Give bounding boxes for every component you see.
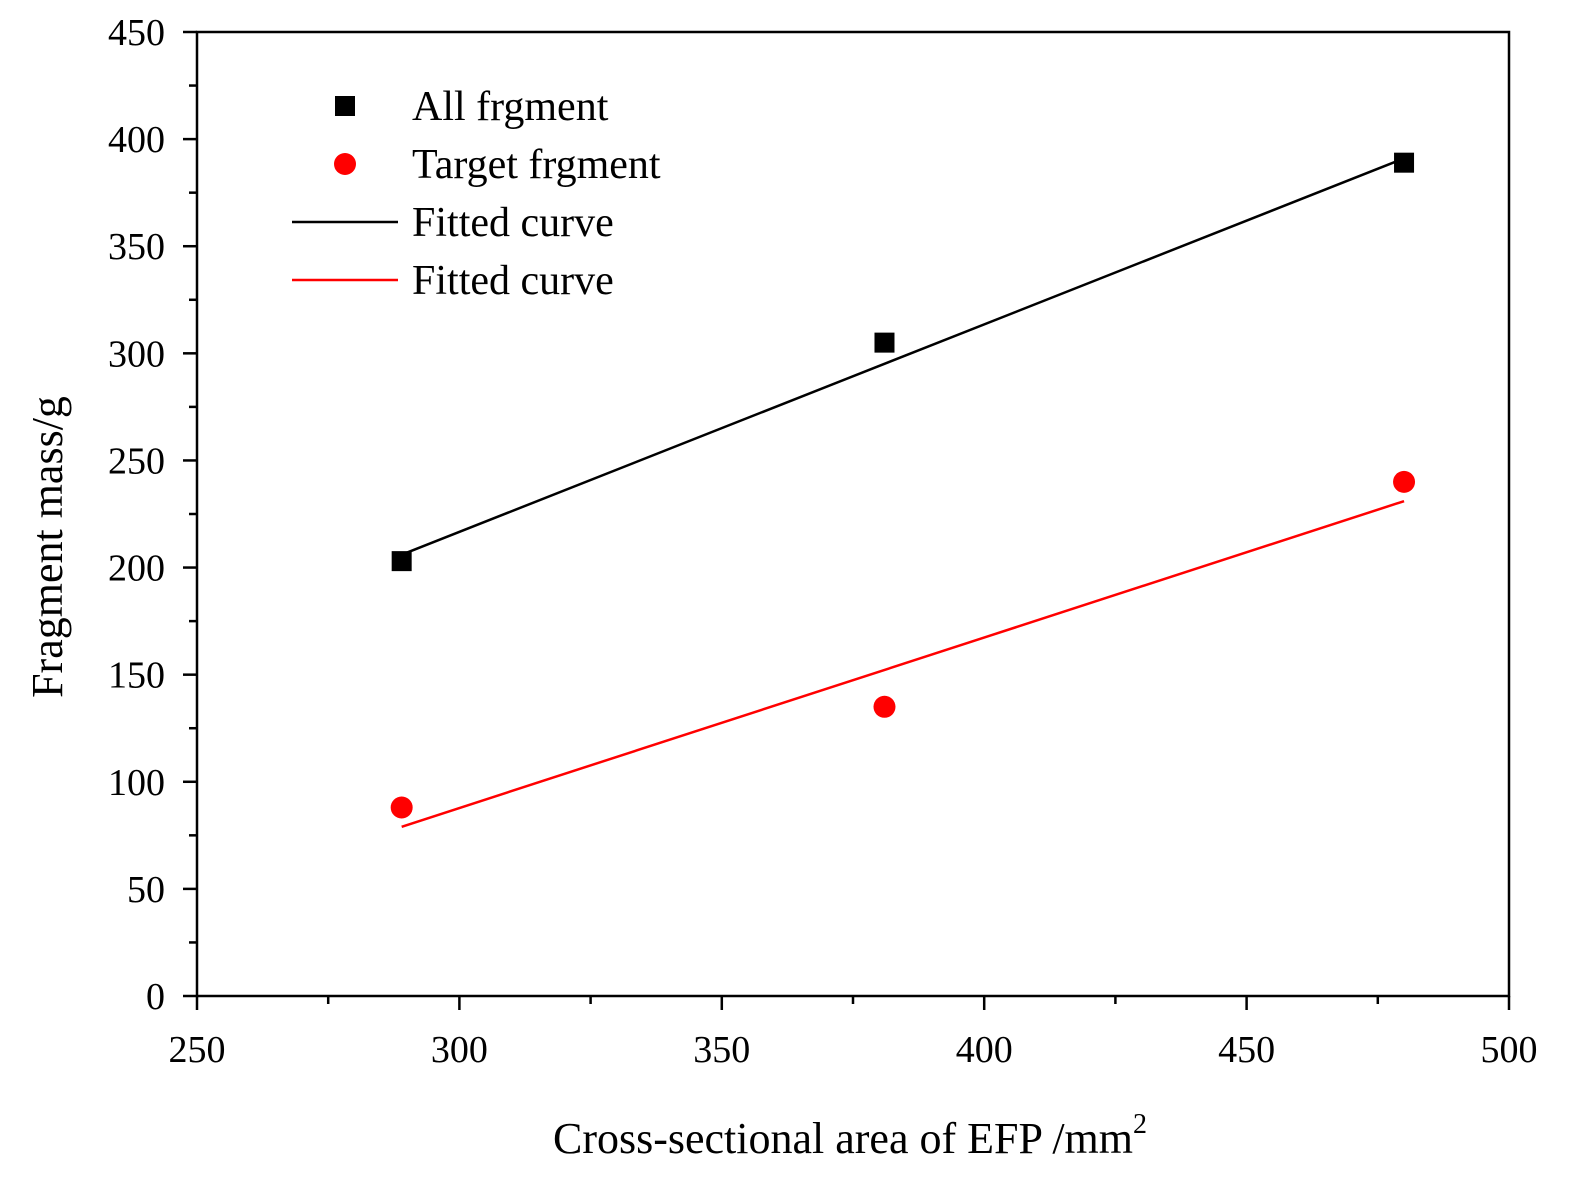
x-tick-label: 500: [1481, 1029, 1538, 1071]
y-tick-label: 150: [108, 655, 165, 697]
plot-frame: [195, 30, 1511, 998]
y-tick-label: 0: [146, 976, 165, 1018]
x-tick-label: 300: [431, 1029, 488, 1071]
x-tick-label: 350: [693, 1029, 750, 1071]
legend-marker-all-frgment: [335, 96, 355, 116]
y-axis-ticks: 0 50 100 150 200 250 300 350 400 450: [108, 12, 197, 1018]
target-frgment-point: [390, 796, 413, 819]
y-axis-title: Fragment mass/g: [23, 396, 72, 698]
y-tick-label: 350: [108, 226, 165, 268]
legend-label-target-frgment: Target frgment: [412, 142, 661, 188]
x-axis-ticks: 250 300 350 400 450 500: [169, 996, 1538, 1071]
y-tick-label: 250: [108, 440, 165, 482]
legend-label-fitted-red: Fitted curve: [412, 258, 614, 304]
y-tick-label: 50: [127, 869, 165, 911]
y-tick-label: 300: [108, 333, 165, 375]
data-markers: [390, 152, 1416, 819]
all-frgment-point: [874, 332, 895, 353]
y-tick-label: 400: [108, 119, 165, 161]
x-axis-title: Cross-sectional area of EFP /mm2: [553, 1109, 1147, 1163]
y-tick-label: 200: [108, 548, 165, 590]
y-tick-label: 100: [108, 762, 165, 804]
all-frgment-point: [391, 551, 412, 572]
x-tick-label: 400: [956, 1029, 1013, 1071]
fitted-curve-line-3: [401, 499, 1405, 828]
legend-label-all-frgment: All frgment: [412, 84, 609, 130]
legend-label-fitted-black: Fitted curve: [412, 200, 614, 246]
fitted-curve-line-2: [401, 157, 1405, 556]
x-tick-label: 250: [169, 1029, 226, 1071]
legend-marker-target-frgment: [334, 153, 356, 175]
x-axis-title-main: Cross-sectional area of EFP /mm: [553, 1114, 1133, 1163]
fitted-lines: [401, 157, 1405, 828]
x-tick-label: 450: [1218, 1029, 1275, 1071]
legend: All frgment Target frgment Fitted curve …: [292, 84, 661, 304]
all-frgment-point: [1394, 152, 1415, 173]
target-frgment-point: [873, 695, 896, 718]
x-axis-title-superscript: 2: [1133, 1109, 1147, 1140]
y-tick-label: 450: [108, 12, 165, 54]
target-frgment-point: [1393, 470, 1416, 493]
plot-frame-rect: [195, 30, 1511, 998]
